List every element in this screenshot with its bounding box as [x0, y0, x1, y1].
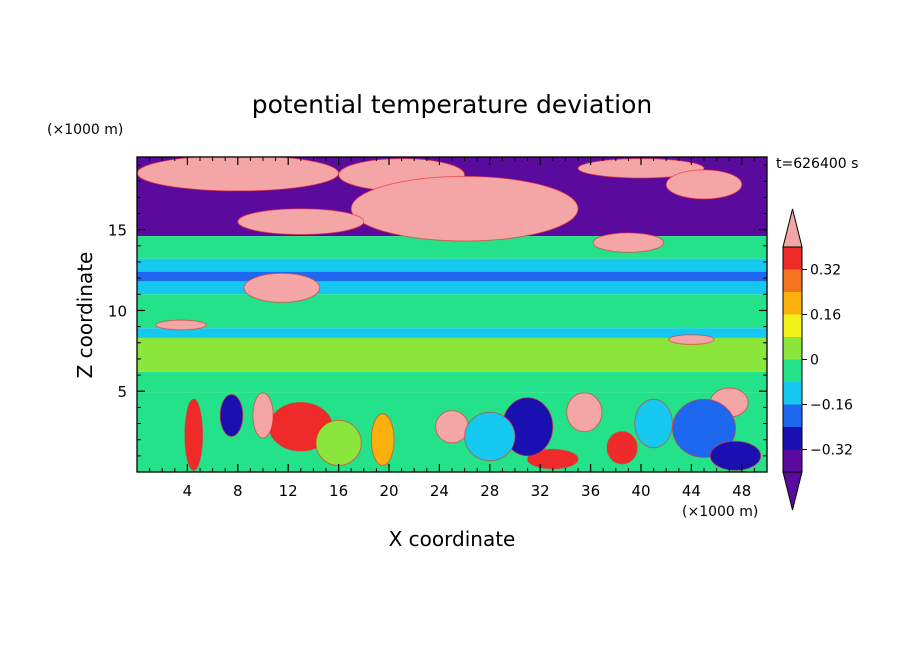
colorbar-segment-1 — [783, 427, 802, 450]
colorbar-tick-label: 0 — [810, 353, 819, 369]
y-tick-label-15: 15 — [108, 222, 127, 240]
field-cell-24 — [464, 411, 516, 462]
colorbar-tick-label: 0.16 — [810, 308, 841, 324]
colorbar-tick-label: −0.32 — [810, 443, 853, 459]
colorbar-tick-label: 0.32 — [810, 263, 841, 279]
field-cell-5 — [665, 169, 743, 200]
colorbar-segment-6 — [783, 314, 802, 337]
colorbar-segment-3 — [783, 382, 802, 405]
field-cell-2 — [350, 175, 579, 242]
x-tick-label-28: 28 — [480, 482, 499, 500]
x-tick-label-36: 36 — [581, 482, 600, 500]
field-band-3 — [137, 271, 767, 282]
chart-title: potential temperature deviation — [252, 90, 652, 119]
x-tick-label-24: 24 — [430, 482, 449, 500]
field-band-7 — [137, 337, 767, 372]
colorbar-tick-label: −0.16 — [810, 398, 853, 414]
field-band-5 — [137, 294, 767, 329]
x-tick-label-4: 4 — [183, 482, 193, 500]
field-cell-6 — [592, 232, 665, 253]
y-axis-title: Z coordinate — [73, 252, 97, 379]
field-band-8 — [137, 371, 767, 393]
time-label: t=626400 s — [776, 156, 858, 172]
x-tick-label-8: 8 — [233, 482, 243, 500]
field-cell-3 — [237, 208, 365, 236]
x-unit-label: (×1000 m) — [682, 504, 758, 520]
field-cell-9 — [668, 334, 715, 345]
field-cell-15 — [370, 413, 395, 467]
field-cell-20 — [709, 440, 762, 471]
field-band-2 — [137, 258, 767, 272]
field-cell-12 — [252, 392, 274, 439]
x-tick-label-32: 32 — [531, 482, 550, 500]
colorbar-top-arrow — [782, 208, 803, 248]
colorbar: 0.32 0.16 0 −0.16 −0.32 — [782, 208, 853, 511]
x-tick-label-20: 20 — [379, 482, 398, 500]
field-cell-23 — [315, 419, 362, 467]
colorbar-segment-8 — [783, 269, 802, 292]
field-cell-13 — [435, 410, 469, 444]
colorbar-segment-2 — [783, 404, 802, 427]
field-band-6 — [137, 328, 767, 338]
y-tick-label-5: 5 — [117, 383, 127, 401]
y-unit-label: (×1000 m) — [47, 122, 123, 138]
x-tick-label-12: 12 — [279, 482, 298, 500]
colorbar-segment-5 — [783, 337, 802, 360]
y-axis: 5 10 15 — [108, 164, 767, 457]
field-cell-8 — [155, 319, 207, 331]
x-tick-label-40: 40 — [631, 482, 650, 500]
colorbar-segment-9 — [783, 247, 802, 270]
field-cell-25 — [634, 398, 673, 449]
field-cell-10 — [184, 398, 204, 471]
colorbar-bottom-arrow — [782, 471, 803, 511]
y-tick-label-10: 10 — [108, 302, 127, 320]
field-cell-22 — [219, 393, 244, 437]
x-tick-label-16: 16 — [329, 482, 348, 500]
x-tick-label-44: 44 — [682, 482, 701, 500]
colorbar-segment-7 — [783, 292, 802, 315]
x-axis-title: X coordinate — [389, 527, 516, 551]
x-axis: 4 8 12 16 20 24 28 32 36 40 44 48 — [149, 157, 755, 500]
field-cell-14 — [566, 392, 603, 433]
contour-field — [137, 157, 767, 472]
x-tick-label-48: 48 — [732, 482, 751, 500]
field-band-4 — [137, 281, 767, 295]
field-cell-7 — [243, 272, 321, 303]
colorbar-segment-0 — [783, 449, 802, 472]
field-cell-16 — [606, 431, 638, 465]
colorbar-segment-4 — [783, 359, 802, 382]
